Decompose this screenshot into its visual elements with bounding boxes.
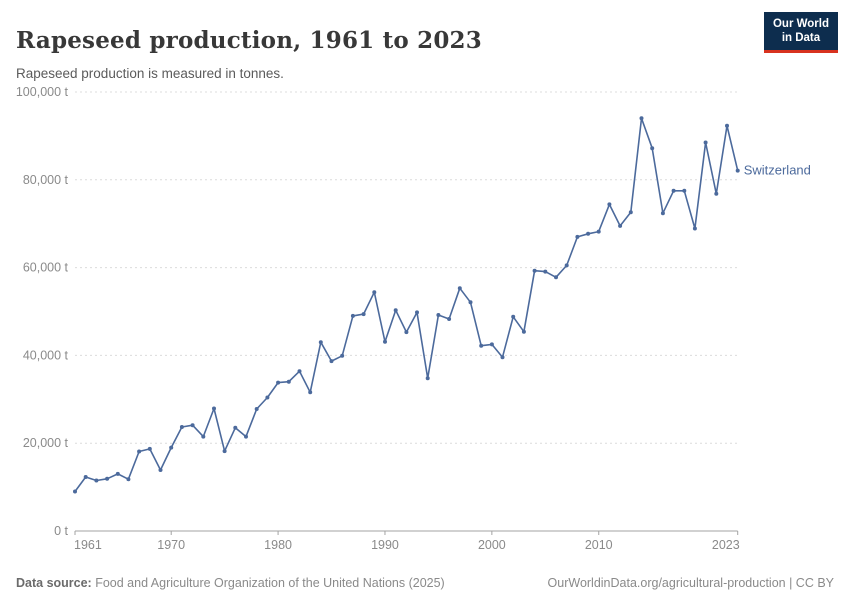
data-point[interactable] — [671, 188, 676, 193]
x-axis-tick-label: 2010 — [585, 538, 613, 552]
data-point[interactable] — [308, 390, 313, 395]
data-point[interactable] — [340, 353, 345, 358]
data-point[interactable] — [329, 359, 334, 364]
data-point[interactable] — [254, 407, 259, 411]
data-point[interactable] — [94, 478, 99, 483]
data-point[interactable] — [447, 317, 452, 321]
data-point[interactable] — [190, 423, 195, 428]
data-point[interactable] — [179, 425, 184, 429]
data-point[interactable] — [575, 234, 580, 239]
data-point[interactable] — [479, 343, 484, 348]
chart-title: Rapeseed production, 1961 to 2023 — [16, 27, 482, 55]
data-point[interactable] — [618, 223, 623, 228]
data-point[interactable] — [318, 340, 323, 345]
x-axis-tick-label: 1980 — [264, 538, 292, 552]
data-point[interactable] — [596, 229, 601, 234]
data-point[interactable] — [415, 310, 419, 315]
data-point[interactable] — [436, 313, 441, 317]
x-axis-tick-label: 2000 — [478, 538, 506, 552]
data-point[interactable] — [500, 355, 505, 360]
series-line — [74, 117, 739, 492]
data-point[interactable] — [532, 268, 537, 273]
data-point[interactable] — [158, 468, 163, 472]
data-point[interactable] — [222, 449, 227, 454]
data-point[interactable] — [372, 290, 377, 295]
data-point[interactable] — [383, 339, 387, 344]
y-axis-tick-label: 0 t — [54, 524, 68, 538]
data-point[interactable] — [650, 146, 655, 151]
data-point[interactable] — [660, 211, 665, 216]
data-point[interactable] — [147, 446, 152, 451]
y-axis-tick-label: 80,000 t — [23, 173, 69, 187]
y-axis-tick-label: 60,000 t — [23, 261, 69, 275]
data-point[interactable] — [286, 379, 291, 384]
y-axis-tick-label: 40,000 t — [23, 348, 69, 362]
data-point[interactable] — [628, 210, 633, 215]
data-point[interactable] — [297, 369, 302, 374]
x-axis-tick-label: 1970 — [157, 538, 185, 552]
data-point[interactable] — [115, 471, 120, 476]
data-point[interactable] — [212, 406, 216, 411]
credit-link[interactable]: OurWorldinData.org/agricultural-producti… — [547, 576, 834, 590]
y-axis-tick-label: 20,000 t — [23, 436, 69, 450]
data-point[interactable] — [137, 449, 142, 454]
data-point[interactable] — [425, 376, 430, 381]
data-point[interactable] — [543, 269, 548, 274]
x-axis-tick-label: 1961 — [74, 538, 102, 552]
data-point[interactable] — [521, 329, 526, 334]
data-point[interactable] — [703, 140, 708, 145]
owid-logo: Our World in Data — [763, 12, 838, 53]
data-point[interactable] — [682, 188, 687, 193]
data-point[interactable] — [607, 202, 612, 207]
owid-logo-line1: Our World — [772, 18, 829, 30]
data-source-note: Data source: Food and Agriculture Organi… — [16, 576, 445, 590]
data-point[interactable] — [735, 168, 740, 173]
data-point[interactable] — [714, 191, 719, 196]
data-point[interactable] — [276, 380, 281, 385]
data-point[interactable] — [265, 395, 270, 400]
owid-logo-line2: in Data — [781, 32, 821, 45]
data-point[interactable] — [233, 425, 238, 430]
data-point[interactable] — [393, 308, 398, 313]
chart-subtitle: Rapeseed production is measured in tonne… — [16, 65, 284, 81]
data-point[interactable] — [725, 123, 729, 128]
data-point[interactable] — [564, 263, 569, 268]
y-axis-tick-label: 100,000 t — [16, 85, 69, 99]
data-point[interactable] — [350, 313, 355, 318]
data-point[interactable] — [692, 226, 697, 231]
data-point[interactable] — [244, 434, 248, 439]
data-point[interactable] — [404, 330, 409, 335]
data-source-text: Food and Agriculture Organization of the… — [91, 576, 445, 590]
x-axis-tick-label: 2023 — [712, 538, 740, 552]
data-point[interactable] — [554, 275, 558, 280]
data-point[interactable] — [105, 476, 110, 481]
series-end-label[interactable]: Switzerland — [744, 163, 811, 178]
data-point[interactable] — [83, 475, 88, 479]
data-point[interactable] — [201, 434, 206, 439]
data-point[interactable] — [586, 231, 591, 236]
data-point[interactable] — [457, 286, 462, 291]
x-axis-tick-label: 1990 — [371, 538, 399, 552]
data-point[interactable] — [489, 342, 494, 347]
data-point[interactable] — [73, 489, 77, 494]
data-point[interactable] — [169, 445, 174, 450]
data-point[interactable] — [361, 312, 366, 317]
chart-footer: Data source: Food and Agriculture Organi… — [0, 576, 850, 590]
data-point[interactable] — [126, 477, 131, 482]
data-point[interactable] — [639, 116, 644, 121]
data-point[interactable] — [511, 314, 516, 319]
data-point[interactable] — [468, 300, 473, 305]
data-source-label: Data source: — [16, 576, 92, 590]
